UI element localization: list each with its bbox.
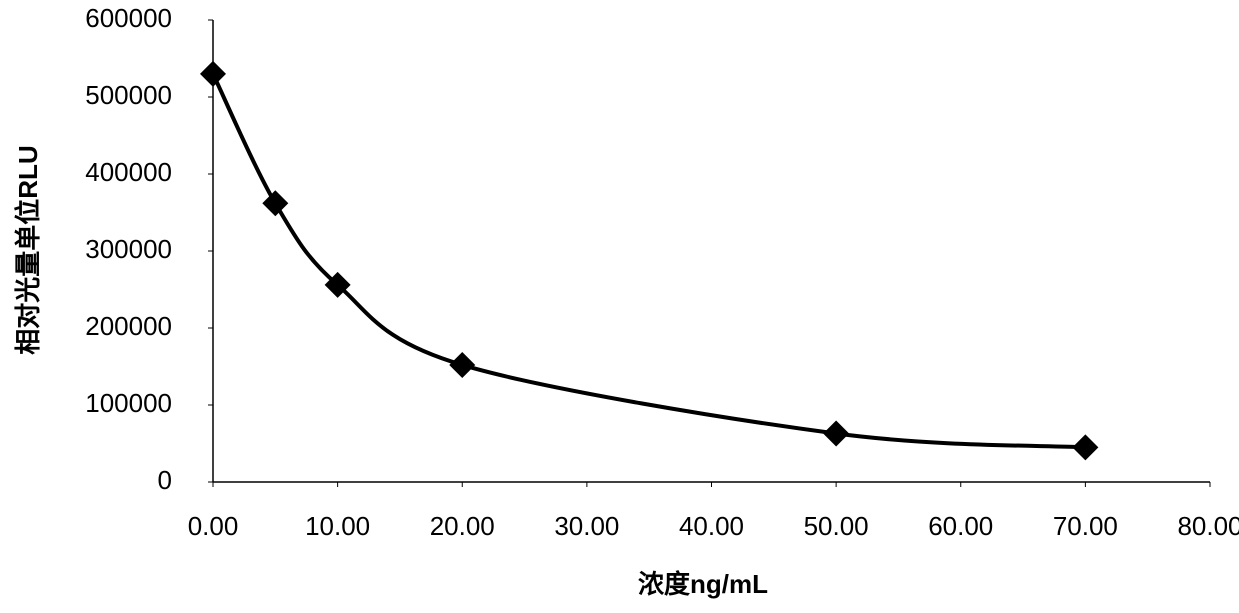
y-tick-label: 100000 [85, 388, 172, 418]
x-tick-label: 10.00 [305, 511, 370, 541]
y-axis-title: 相对光量单位RLU [13, 145, 43, 354]
y-tick-label: 400000 [85, 157, 172, 187]
x-axis-title: 浓度ng/mL [638, 569, 768, 599]
y-tick-label: 300000 [85, 234, 172, 264]
y-tick-label: 200000 [85, 311, 172, 341]
marker [200, 61, 226, 87]
x-tick-label: 70.00 [1053, 511, 1118, 541]
marker [262, 190, 288, 216]
curve [213, 74, 1085, 447]
x-tick-label: 40.00 [679, 511, 744, 541]
x-tick-label: 50.00 [804, 511, 869, 541]
x-tick-label: 30.00 [554, 511, 619, 541]
x-tick-label: 60.00 [928, 511, 993, 541]
y-tick-label: 0 [158, 465, 172, 495]
chart: 浓度ng/mL 相对光量单位RLU 0 100000 200000 300000 400… [0, 0, 1239, 613]
x-tick-label: 80.00 [1177, 511, 1239, 541]
x-tick-label: 20.00 [430, 511, 495, 541]
y-tick-label: 600000 [85, 3, 172, 33]
x-tick-label: 0.00 [188, 511, 239, 541]
marker [449, 352, 475, 378]
y-tick-label: 500000 [85, 80, 172, 110]
marker [823, 420, 849, 446]
marker [1072, 434, 1098, 460]
